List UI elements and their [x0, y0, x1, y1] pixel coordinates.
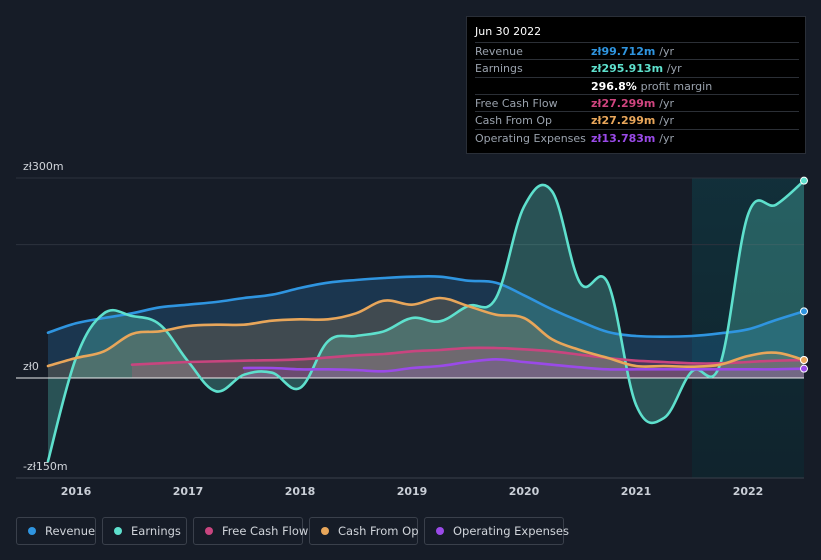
- x-tick-label: 2018: [285, 485, 316, 498]
- legend-item-revenue[interactable]: Revenue: [16, 517, 96, 545]
- legend-item-free-cash-flow[interactable]: Free Cash Flow: [193, 517, 308, 545]
- tooltip: Jun 30 2022 Revenue zł99.712m /yr Earnings…: [466, 16, 806, 154]
- legend-item-earnings[interactable]: Earnings: [102, 517, 187, 545]
- tooltip-row-value: zł99.712m /yr: [591, 45, 674, 58]
- tooltip-date: Jun 30 2022: [475, 25, 542, 38]
- tooltip-row-unit: /yr: [659, 45, 674, 58]
- legend-dot-icon: [114, 527, 122, 535]
- y-label-bottom: -zł150m: [23, 460, 68, 473]
- tooltip-row-unit: profit margin: [640, 79, 713, 93]
- x-tick-label: 2022: [733, 485, 764, 498]
- revenue-endpoint: [800, 307, 808, 316]
- tooltip-row-label: Free Cash Flow: [475, 96, 558, 110]
- operating-expenses-endpoint: [800, 364, 808, 373]
- y-label-top: zł300m: [23, 160, 64, 173]
- revenue-area: [48, 276, 804, 378]
- legend-dot-icon: [436, 527, 444, 535]
- legend-label: Revenue: [45, 524, 96, 538]
- operating-expenses-line: [242, 358, 806, 373]
- tooltip-row: 296.8% profit margin: [475, 76, 799, 95]
- operating-expenses-area: [244, 359, 804, 378]
- legend-label: Cash From Op: [338, 524, 419, 538]
- tooltip-row-value: zł13.783m /yr: [591, 131, 674, 145]
- tooltip-row-unit: /yr: [666, 62, 682, 76]
- earnings-endpoint: [800, 176, 808, 185]
- tooltip-row-label: Operating Expenses: [475, 131, 586, 145]
- revenue-line: [46, 274, 806, 339]
- tooltip-row-label: Cash From Op: [475, 114, 553, 128]
- legend-dot-icon: [28, 527, 36, 535]
- x-tick-label: 2017: [173, 485, 204, 498]
- tooltip-row-value: zł295.913m /yr: [591, 62, 682, 76]
- tooltip-row: Operating Expenses zł13.783m /yr: [475, 128, 799, 147]
- tooltip-row-unit: /yr: [659, 96, 674, 110]
- legend-label: Free Cash Flow: [222, 524, 309, 538]
- tooltip-row-label: Earnings: [475, 62, 523, 76]
- tooltip-row-value: zł27.299m /yr: [591, 114, 674, 128]
- free-cash-flow-line: [130, 346, 806, 366]
- tooltip-row: Revenue zł99.712m /yr: [475, 42, 799, 60]
- tooltip-row-label: Revenue: [475, 45, 523, 58]
- earnings-line: [46, 179, 806, 463]
- legend-item-cash-from-op[interactable]: Cash From Op: [309, 517, 419, 545]
- y-label-zero: zł0: [23, 360, 39, 373]
- cash-from-op-area: [48, 297, 804, 378]
- tooltip-row-value: zł27.299m /yr: [591, 96, 674, 110]
- legend-item-operating-expenses[interactable]: Operating Expenses: [424, 517, 569, 545]
- legend-label: Earnings: [131, 524, 181, 538]
- x-tick-label: 2016: [61, 485, 92, 498]
- cash-from-op-endpoint: [800, 356, 808, 364]
- legend-dot-icon: [205, 527, 213, 535]
- tooltip-row: Free Cash Flow zł27.299m /yr: [475, 93, 799, 112]
- tooltip-row: Cash From Op zł27.299m /yr: [475, 111, 799, 129]
- x-tick-label: 2021: [621, 485, 652, 498]
- tooltip-row-value: 296.8% profit margin: [591, 79, 713, 93]
- tooltip-row-unit: /yr: [659, 131, 674, 145]
- tooltip-row: Earnings zł295.913m /yr: [475, 59, 799, 77]
- cash-from-op-line: [46, 296, 806, 369]
- x-tick-label: 2020: [509, 485, 540, 498]
- tooltip-row-unit: /yr: [659, 114, 674, 128]
- legend-label: Operating Expenses: [453, 524, 569, 538]
- x-tick-label: 2019: [397, 485, 428, 498]
- legend-dot-icon: [321, 527, 329, 535]
